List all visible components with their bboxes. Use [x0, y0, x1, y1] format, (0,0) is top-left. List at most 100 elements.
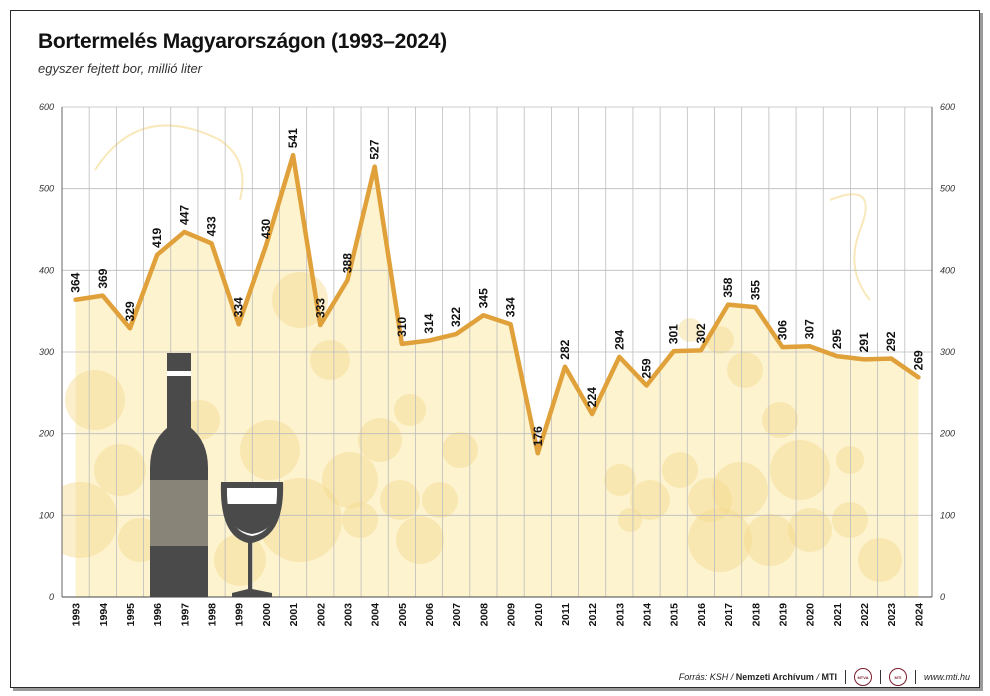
vine-tendril-icon	[94, 124, 244, 201]
grape-icon	[604, 464, 636, 496]
x-tick-label: 2009	[506, 603, 518, 627]
data-label: 447	[177, 205, 191, 225]
grape-icon	[396, 516, 444, 564]
x-tick-label: 2003	[342, 603, 354, 627]
data-label: 333	[313, 298, 327, 318]
data-label: 282	[558, 339, 572, 359]
x-tick-label: 2021	[832, 603, 844, 627]
data-label: 302	[694, 323, 708, 343]
data-point	[264, 244, 268, 248]
grape-icon	[358, 418, 402, 462]
wine-bottle-label	[150, 480, 208, 546]
data-label: 314	[422, 313, 436, 333]
data-label: 259	[640, 358, 654, 378]
data-point	[617, 355, 621, 359]
data-label: 294	[612, 330, 626, 350]
footer-divider	[914, 670, 916, 684]
data-label: 364	[69, 272, 83, 292]
x-tick-label: 2008	[478, 603, 490, 627]
data-label: 295	[830, 329, 844, 349]
page-title: Bortermelés Magyarországon (1993–2024)	[38, 30, 447, 53]
data-label: 224	[585, 387, 599, 407]
x-tick-label: 2023	[886, 603, 898, 627]
y-tick-label-left: 100	[39, 510, 54, 520]
y-tick-label-left: 0	[49, 592, 54, 602]
grape-icon	[62, 482, 118, 558]
x-tick-label: 2017	[723, 603, 735, 627]
data-point	[808, 344, 812, 348]
grape-icon	[858, 538, 902, 582]
data-label: 433	[205, 216, 219, 236]
wine-illustration	[150, 353, 284, 597]
data-point	[237, 322, 241, 326]
data-label: 301	[667, 324, 681, 344]
data-point	[373, 165, 377, 169]
grape-icon	[214, 534, 266, 586]
x-tick-label: 1993	[71, 603, 83, 627]
y-tick-label-right: 500	[940, 184, 955, 194]
footer-divider	[844, 670, 846, 684]
grape-icon	[727, 352, 763, 388]
y-tick-label-right: 400	[940, 265, 955, 275]
grape-icon	[65, 370, 125, 430]
data-label: 307	[803, 319, 817, 339]
data-label: 334	[232, 297, 246, 317]
x-tick-label: 1998	[207, 603, 219, 627]
x-tick-label: 1995	[125, 603, 137, 627]
wine-bottle-capsule-band	[167, 371, 191, 376]
y-tick-label-right: 100	[940, 510, 955, 520]
vine-tendril-icon	[829, 193, 871, 301]
grape-icon	[788, 508, 832, 552]
data-point	[645, 383, 649, 387]
grape-icon	[380, 480, 420, 520]
y-tick-label-right: 600	[940, 102, 955, 112]
data-label: 291	[857, 332, 871, 352]
data-point	[454, 332, 458, 336]
data-point	[481, 313, 485, 317]
data-point	[427, 339, 431, 343]
x-tick-label: 2010	[533, 603, 545, 627]
x-tick-label: 2020	[805, 603, 817, 627]
y-tick-label-left: 300	[39, 347, 54, 357]
x-tick-label: 1994	[98, 603, 110, 627]
grape-icon	[618, 508, 642, 532]
data-point	[74, 298, 78, 302]
grape-icon	[712, 462, 768, 518]
data-point	[318, 323, 322, 327]
website-link[interactable]: www.mti.hu	[923, 672, 970, 682]
data-point	[101, 294, 105, 298]
grape-icon	[240, 420, 300, 480]
data-point	[128, 326, 132, 330]
x-tick-label: 2024	[913, 603, 925, 627]
y-tick-label-left: 200	[38, 429, 54, 439]
x-tick-label: 2004	[370, 603, 382, 627]
data-label: 358	[721, 277, 735, 297]
x-tick-label: 1996	[152, 603, 164, 627]
grape-icon	[678, 318, 702, 342]
grape-icon	[836, 446, 864, 474]
grape-icon	[688, 508, 752, 572]
mtva-logo-icon: MTVA	[853, 668, 872, 686]
x-tick-label: 2005	[397, 603, 409, 627]
x-tick-label: 1999	[234, 603, 246, 627]
data-label: 355	[748, 280, 762, 300]
data-label: 527	[368, 139, 382, 159]
x-tick-label: 2022	[859, 603, 871, 627]
grape-icon	[770, 440, 830, 500]
wine-in-glass	[227, 504, 277, 534]
data-label: 388	[340, 253, 354, 273]
data-point	[862, 357, 866, 361]
data-point	[590, 412, 594, 416]
data-label: 419	[150, 227, 164, 247]
x-tick-label: 2019	[777, 603, 789, 627]
data-labels-layer: 364 369 329 419 447 433 334 430 541 333 388 527 310 3…	[69, 128, 926, 446]
data-label: 334	[504, 297, 518, 317]
source-text: Forrás: KSH / Nemzeti Archívum / MTI	[678, 672, 837, 682]
data-point	[210, 241, 214, 245]
wine-bottle-icon	[150, 353, 208, 597]
y-tick-label-right: 0	[940, 592, 945, 602]
data-label: 292	[884, 331, 898, 351]
data-point	[345, 278, 349, 282]
series-line-layer	[73, 152, 921, 456]
grape-icon	[94, 444, 146, 496]
